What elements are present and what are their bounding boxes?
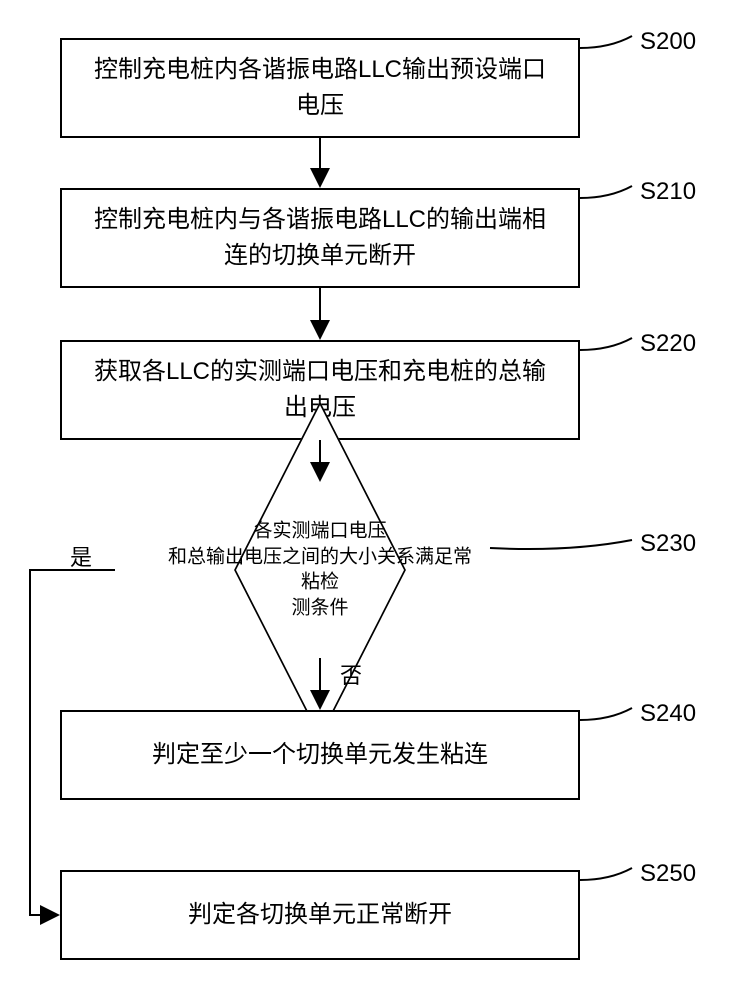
leader-s230 xyxy=(490,540,632,549)
leader-s240 xyxy=(580,708,632,720)
step-label-s240: S240 xyxy=(640,700,696,728)
leader-s200 xyxy=(580,36,632,48)
leader-s220 xyxy=(580,338,632,350)
process-s210: 控制充电桩内与各谐振电路LLC的输出端相连的切换单元断开 xyxy=(60,188,580,288)
process-s240: 判定至少一个切换单元发生粘连 xyxy=(60,710,580,800)
process-s250: 判定各切换单元正常断开 xyxy=(60,870,580,960)
decision-text: 各实测端口电压 和总输出电压之间的大小关系满足常粘检 测条件 xyxy=(160,519,480,622)
step-label-s210: S210 xyxy=(640,178,696,206)
process-s200: 控制充电桩内各谐振电路LLC输出预设端口电压 xyxy=(60,38,580,138)
leader-s210 xyxy=(580,186,632,198)
edge-label-no: 否 xyxy=(340,658,362,690)
leader-s250 xyxy=(580,868,632,880)
step-label-s230: S230 xyxy=(640,530,696,558)
step-label-s250: S250 xyxy=(640,860,696,888)
process-text: 控制充电桩内各谐振电路LLC输出预设端口电压 xyxy=(82,52,558,124)
process-text: 判定各切换单元正常断开 xyxy=(188,897,452,933)
step-label-s200: S200 xyxy=(640,28,696,56)
process-text: 控制充电桩内与各谐振电路LLC的输出端相连的切换单元断开 xyxy=(82,202,558,274)
step-label-s220: S220 xyxy=(640,330,696,358)
edge-label-yes: 是 xyxy=(70,540,92,572)
process-text: 判定至少一个切换单元发生粘连 xyxy=(152,737,488,773)
decision-s230: 各实测端口电压 和总输出电压之间的大小关系满足常粘检 测条件 xyxy=(230,480,410,660)
